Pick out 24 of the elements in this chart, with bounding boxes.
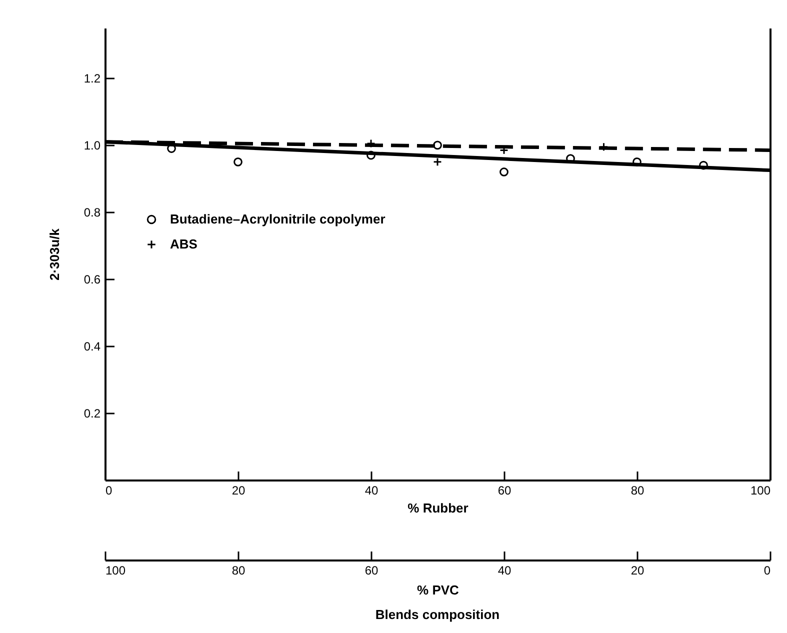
x2-tick-label: 20 bbox=[630, 564, 644, 578]
y-tick-label: 0.4 bbox=[84, 340, 101, 354]
y-tick-label: 0.2 bbox=[84, 406, 101, 421]
x-tick-label: 80 bbox=[630, 484, 644, 498]
y-axis-title: 2·303u/k bbox=[46, 228, 62, 281]
x2-tick-label: 60 bbox=[364, 564, 378, 578]
x-tick-label: 40 bbox=[364, 484, 378, 498]
x-tick-label: 0 bbox=[106, 484, 112, 498]
text: Blends composition bbox=[375, 607, 500, 622]
y-tick-label: 1.0 bbox=[84, 138, 101, 153]
x-axis-title: % Rubber bbox=[408, 500, 468, 516]
x2-tick-label: 80 bbox=[232, 564, 246, 578]
y-tick-label: 0.6 bbox=[84, 272, 101, 287]
legend-label: ABS bbox=[170, 236, 198, 252]
x2-tick-label: 40 bbox=[498, 564, 512, 578]
x2-tick-label: 100 bbox=[106, 564, 126, 578]
x-tick-label: 20 bbox=[232, 484, 246, 498]
x-tick-label: 100 bbox=[750, 484, 771, 498]
y-tick-label: 1.2 bbox=[84, 72, 101, 86]
legend-label: Butadiene–Acrylonitrile copolymer bbox=[170, 212, 386, 226]
x-tick-label: 60 bbox=[498, 484, 512, 498]
x2-tick-label: 0 bbox=[764, 564, 771, 578]
y-tick-label: 0.8 bbox=[84, 206, 101, 220]
x2-axis-title: % PVC bbox=[417, 582, 460, 598]
